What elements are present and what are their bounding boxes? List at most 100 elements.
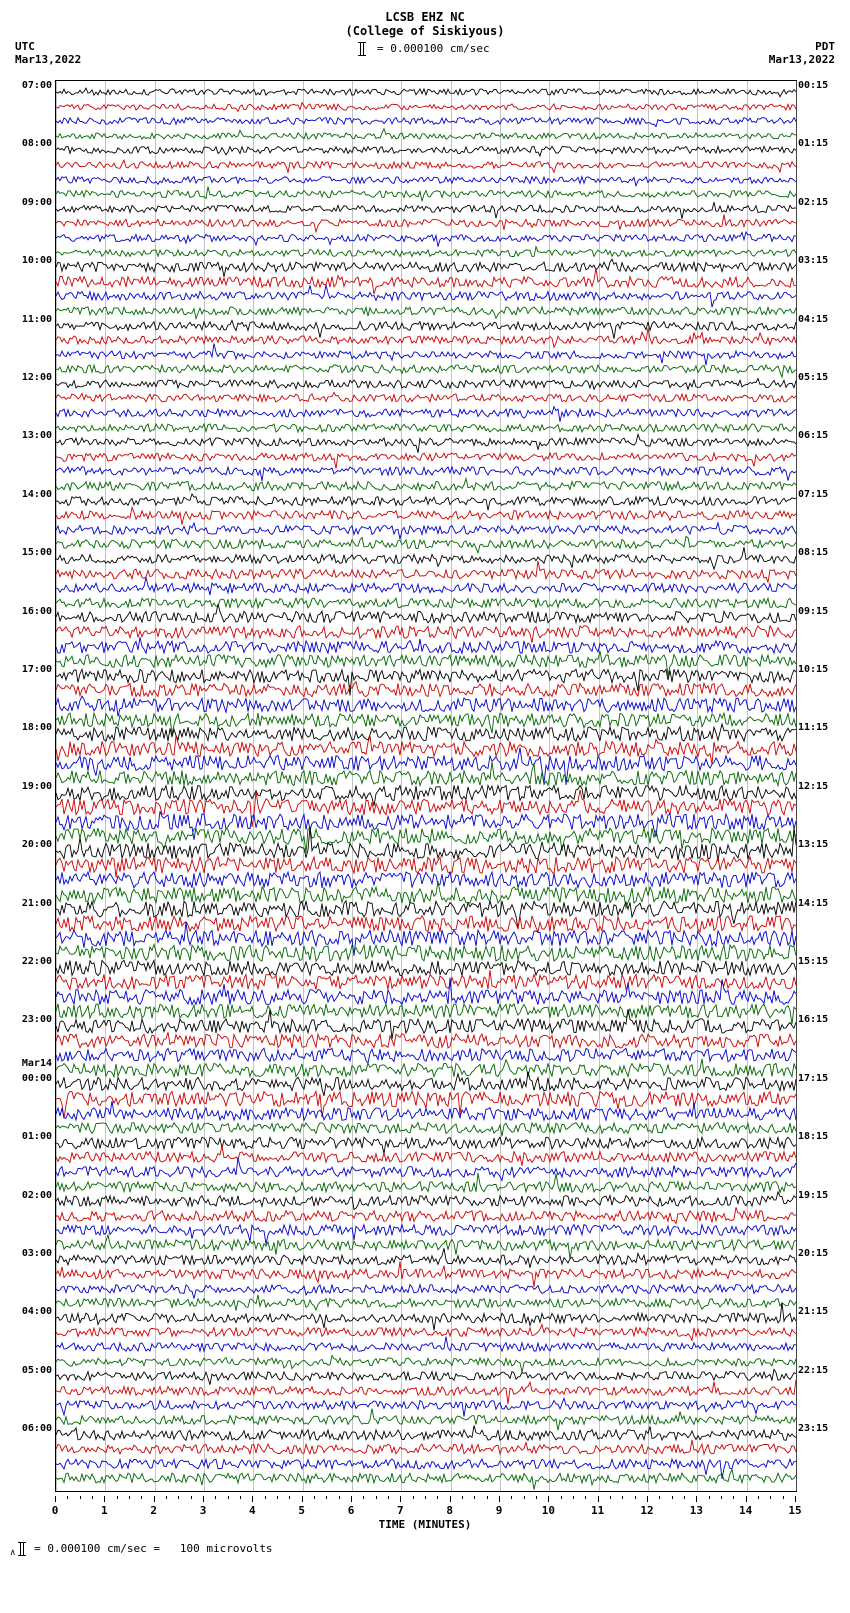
- time-label: 15:15: [798, 956, 840, 967]
- x-tick: [795, 1496, 796, 1502]
- x-tick: [647, 1496, 648, 1502]
- tz-right-block: PDT Mar13,2022: [769, 40, 835, 66]
- trace-row: [56, 1471, 796, 1486]
- tz-right-date: Mar13,2022: [769, 53, 835, 66]
- x-minor-tick: [425, 1496, 426, 1499]
- x-tick-label: 15: [788, 1504, 801, 1517]
- time-label: 10:15: [798, 664, 840, 675]
- x-tick-label: 12: [640, 1504, 653, 1517]
- time-label: 17:00: [10, 664, 52, 675]
- time-label: 18:00: [10, 722, 52, 733]
- time-label: 14:00: [10, 489, 52, 500]
- x-minor-tick: [721, 1496, 722, 1499]
- time-label: 12:15: [798, 781, 840, 792]
- x-minor-tick: [376, 1496, 377, 1499]
- time-label: 23:00: [10, 1014, 52, 1025]
- plot-wrap: 07:0008:0009:0010:0011:0012:0013:0014:00…: [55, 80, 795, 1536]
- x-minor-tick: [684, 1496, 685, 1499]
- x-minor-tick: [437, 1496, 438, 1499]
- x-tick-label: 2: [150, 1504, 157, 1517]
- time-label: 03:00: [10, 1248, 52, 1259]
- x-tick-label: 8: [446, 1504, 453, 1517]
- x-tick-label: 13: [690, 1504, 703, 1517]
- x-tick-label: 10: [542, 1504, 555, 1517]
- x-tick: [252, 1496, 253, 1502]
- x-tick: [499, 1496, 500, 1502]
- x-minor-tick: [462, 1496, 463, 1499]
- x-minor-tick: [709, 1496, 710, 1499]
- x-tick: [154, 1496, 155, 1502]
- time-label: 07:15: [798, 489, 840, 500]
- footer: ∧ = 0.000100 cm/sec = 100 microvolts: [10, 1542, 840, 1558]
- time-label: 06:15: [798, 430, 840, 441]
- tz-left-block: UTC Mar13,2022: [15, 40, 81, 66]
- x-axis-title: TIME (MINUTES): [55, 1496, 795, 1531]
- time-label: 11:15: [798, 722, 840, 733]
- station-title: LCSB EHZ NC: [10, 10, 840, 24]
- x-minor-tick: [733, 1496, 734, 1499]
- footer-text-right: 100 microvolts: [180, 1542, 273, 1555]
- time-label: 04:00: [10, 1306, 52, 1317]
- time-label: 16:00: [10, 606, 52, 617]
- time-label: 12:00: [10, 372, 52, 383]
- time-label: 14:15: [798, 898, 840, 909]
- time-label: 08:15: [798, 547, 840, 558]
- x-minor-tick: [92, 1496, 93, 1499]
- scale-text: = 0.000100 cm/sec: [370, 42, 489, 55]
- x-minor-tick: [610, 1496, 611, 1499]
- time-label: 02:15: [798, 197, 840, 208]
- time-label: 22:00: [10, 956, 52, 967]
- x-minor-tick: [511, 1496, 512, 1499]
- x-tick: [598, 1496, 599, 1502]
- x-minor-tick: [277, 1496, 278, 1499]
- footer-text-left: = 0.000100 cm/sec =: [28, 1542, 167, 1555]
- scale-indicator: = 0.000100 cm/sec: [10, 42, 840, 56]
- x-tick: [302, 1496, 303, 1502]
- time-label: 19:00: [10, 781, 52, 792]
- time-label: 15:00: [10, 547, 52, 558]
- tz-left-label: UTC: [15, 40, 81, 53]
- time-label: 05:15: [798, 372, 840, 383]
- x-tick: [104, 1496, 105, 1502]
- time-label: 08:00: [10, 138, 52, 149]
- time-label: Mar14: [10, 1058, 52, 1069]
- x-minor-tick: [622, 1496, 623, 1499]
- x-tick: [400, 1496, 401, 1502]
- time-label: 00:15: [798, 80, 840, 91]
- tz-right-label: PDT: [769, 40, 835, 53]
- x-minor-tick: [314, 1496, 315, 1499]
- time-label: 19:15: [798, 1190, 840, 1201]
- x-minor-tick: [536, 1496, 537, 1499]
- time-label: 20:00: [10, 839, 52, 850]
- time-label: 00:00: [10, 1073, 52, 1084]
- x-minor-tick: [585, 1496, 586, 1499]
- time-label: 05:00: [10, 1365, 52, 1376]
- x-minor-tick: [474, 1496, 475, 1499]
- time-label: 06:00: [10, 1423, 52, 1434]
- x-minor-tick: [770, 1496, 771, 1499]
- x-tick-label: 7: [397, 1504, 404, 1517]
- left-time-labels: 07:0008:0009:0010:0011:0012:0013:0014:00…: [10, 80, 52, 1490]
- x-tick-label: 5: [298, 1504, 305, 1517]
- x-minor-tick: [326, 1496, 327, 1499]
- x-tick: [55, 1496, 56, 1502]
- x-tick-label: 6: [348, 1504, 355, 1517]
- x-minor-tick: [117, 1496, 118, 1499]
- time-label: 20:15: [798, 1248, 840, 1259]
- x-tick: [548, 1496, 549, 1502]
- header: LCSB EHZ NC (College of Siskiyous) = 0.0…: [10, 10, 840, 80]
- x-minor-tick: [388, 1496, 389, 1499]
- x-tick-label: 4: [249, 1504, 256, 1517]
- time-label: 11:00: [10, 314, 52, 325]
- scale-bar-icon: [360, 42, 364, 56]
- x-tick-label: 9: [496, 1504, 503, 1517]
- time-label: 16:15: [798, 1014, 840, 1025]
- x-minor-tick: [487, 1496, 488, 1499]
- x-minor-tick: [339, 1496, 340, 1499]
- time-label: 22:15: [798, 1365, 840, 1376]
- location-title: (College of Siskiyous): [10, 24, 840, 38]
- x-minor-tick: [635, 1496, 636, 1499]
- x-tick: [696, 1496, 697, 1502]
- x-minor-tick: [166, 1496, 167, 1499]
- time-label: 18:15: [798, 1131, 840, 1142]
